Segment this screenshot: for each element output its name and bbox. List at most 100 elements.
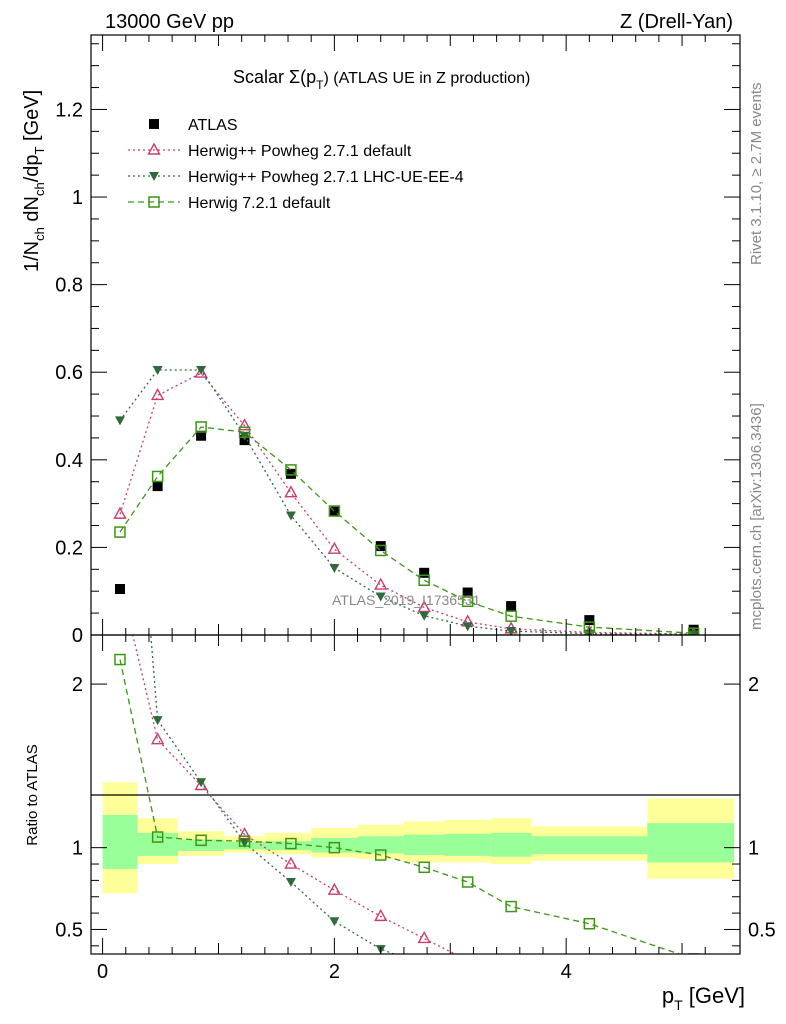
green-band-bin xyxy=(357,836,404,854)
main-series-3-point xyxy=(375,592,386,602)
main-series-4-point xyxy=(418,574,430,587)
legend-label: Herwig 7.2.1 default xyxy=(188,195,331,212)
main-y-tick-label: 0.6 xyxy=(55,362,83,384)
header-left: 13000 GeV pp xyxy=(105,11,234,33)
ratio-series-3-point xyxy=(583,917,596,930)
x-tick-label: 0 xyxy=(97,961,108,983)
green-band-bin xyxy=(531,836,648,855)
ratio-series-1-point xyxy=(467,953,469,954)
x-tick-label: 2 xyxy=(329,961,340,983)
ratio-y-tick-label-right: 1 xyxy=(748,838,759,860)
main-series-2-point xyxy=(284,485,298,498)
ratio-series-3-point xyxy=(114,653,126,666)
main-series-3-point xyxy=(285,511,296,521)
ylabel-part-4: ch xyxy=(32,182,47,196)
main-series-4-line xyxy=(119,426,694,634)
chart-title-main: Scalar Σ(p xyxy=(233,67,316,87)
main-panel-data xyxy=(113,365,700,635)
main-series-1-point xyxy=(329,506,340,517)
main-series-1-point xyxy=(419,567,430,578)
ratio-y-tick-label: 1 xyxy=(72,838,83,860)
green-band-bin xyxy=(490,832,532,857)
ratio-series-3-point xyxy=(461,876,474,888)
ratio-series-1-point xyxy=(194,778,208,791)
main-series-1-point xyxy=(506,601,517,612)
ratio-series-1-point xyxy=(284,856,298,869)
ratio-panel-frame xyxy=(90,634,741,955)
legend-marker xyxy=(149,172,159,181)
ratio-series-1-point xyxy=(374,908,388,922)
main-panel: ATLAS_2019_I1736531 0 0.2 0.4 0.6 0.8 1 1.2 Sc… xyxy=(21,34,741,647)
main-series-2-point xyxy=(150,387,165,401)
ratio-series-2-point xyxy=(285,878,296,888)
legend: ATLAS Herwig++ Powheg 2.7.1 default Herwig… xyxy=(128,117,464,212)
main-series-3-point xyxy=(506,627,517,635)
main-series-2-point xyxy=(237,418,252,431)
xlabel-main: p xyxy=(662,983,674,1008)
main-series-1-point xyxy=(688,624,699,635)
main-series-3-point xyxy=(462,622,473,632)
main-series-1-point xyxy=(196,430,207,441)
main-series-3-point xyxy=(329,563,340,573)
mcplots-label: mcplots.cern.ch [arXiv:1306.3436] xyxy=(748,403,765,630)
ratio-y-tick-label: 0.5 xyxy=(55,919,83,941)
legend-label: ATLAS xyxy=(188,117,238,134)
main-series-1-point xyxy=(152,481,163,492)
main-series-4-point xyxy=(195,421,207,433)
ratio-series-1-line xyxy=(132,635,457,954)
ratio-series-1-point xyxy=(237,827,252,840)
x-axis-label: pT [GeV] xyxy=(662,983,745,1013)
main-y-tick-label: 1 xyxy=(72,187,83,209)
ratio-series-3-point xyxy=(374,849,387,861)
ratio-series-2-point xyxy=(115,243,125,252)
xlabel-rest: [GeV] xyxy=(683,983,745,1008)
main-series-3-point xyxy=(152,366,163,376)
ratio-series-1-point xyxy=(327,882,342,895)
analysis-watermark: ATLAS_2019_I1736531 xyxy=(332,592,481,608)
chart-title-sub: T xyxy=(316,78,324,92)
legend-marker xyxy=(147,142,161,155)
ratio-series-1-point xyxy=(417,931,431,944)
main-series-1-point xyxy=(584,615,595,626)
uncertainty-bands xyxy=(102,782,735,894)
main-series-4-point xyxy=(238,426,251,438)
legend-label: Herwig++ Powheg 2.7.1 default xyxy=(188,143,412,160)
main-y-tick-label: 1.2 xyxy=(55,99,83,121)
x-tick-label: 4 xyxy=(561,961,572,983)
main-y-tick-label: 0.4 xyxy=(55,450,83,472)
main-series-1-point xyxy=(285,468,296,479)
ratio-series-2-point xyxy=(152,716,163,726)
ylabel-part-6: T xyxy=(32,146,47,154)
ratio-series-1-point xyxy=(114,575,125,585)
main-series-1-point xyxy=(114,584,125,595)
xlabel-sub: T xyxy=(674,997,683,1013)
ratio-series-3-point xyxy=(151,831,164,843)
legend-marker xyxy=(148,196,160,208)
main-series-2-point xyxy=(417,599,431,613)
ratio-series-3-point xyxy=(238,835,251,847)
header-right: Z (Drell-Yan) xyxy=(620,11,733,33)
green-band-bin xyxy=(403,834,445,856)
ratio-series-3-point xyxy=(285,837,297,850)
main-series-3-point xyxy=(239,431,250,441)
ratio-panel-data xyxy=(114,243,700,970)
ylabel-part-7: [GeV] xyxy=(21,90,43,147)
green-band-bin xyxy=(647,823,735,863)
rivet-label: Rivet 3.1.10, ≥ 2.7M events xyxy=(748,83,765,266)
y-axis-label: 1/Nch dNch/dpT [GeV] xyxy=(21,90,47,272)
ratio-panel: 0.5 0.5 1 1 2 2 0 2 4 Ratio to ATLAS pT [GeV] xyxy=(24,243,776,1013)
main-series-4-point xyxy=(114,526,126,538)
main-series-4-point xyxy=(687,627,700,635)
ratio-series-3-point xyxy=(195,834,207,847)
ratio-series-3-line xyxy=(119,659,682,954)
main-series-2-point xyxy=(194,365,208,378)
ylabel-part-1: 1/N xyxy=(21,241,43,272)
main-series-3-point xyxy=(419,611,430,621)
ratio-series-2-point xyxy=(419,961,429,970)
main-y-tick-label: 0.2 xyxy=(55,537,83,559)
chart-title: Scalar Σ(pT) (ATLAS UE in Z production) xyxy=(233,67,530,92)
ylabel-part-5: /dp xyxy=(21,154,43,182)
ratio-y-label: Ratio to ATLAS xyxy=(24,744,41,845)
legend-marker xyxy=(149,119,159,129)
